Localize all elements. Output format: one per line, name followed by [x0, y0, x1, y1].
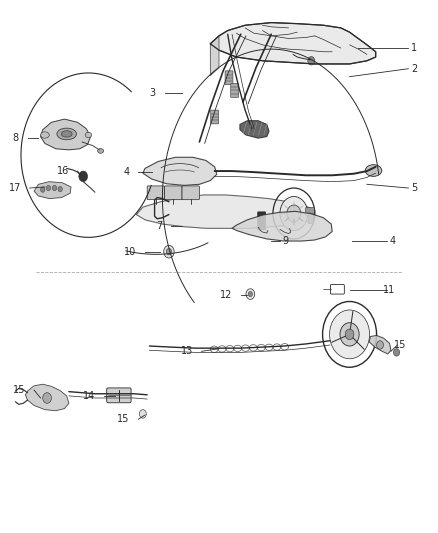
Circle shape — [246, 289, 254, 300]
Circle shape — [43, 393, 51, 403]
Circle shape — [345, 329, 354, 340]
FancyBboxPatch shape — [308, 214, 314, 223]
FancyBboxPatch shape — [107, 388, 131, 403]
Ellipse shape — [85, 132, 92, 138]
FancyBboxPatch shape — [306, 208, 314, 215]
Circle shape — [139, 410, 146, 418]
Text: 8: 8 — [13, 133, 19, 143]
Circle shape — [52, 185, 57, 191]
Circle shape — [46, 185, 50, 191]
Circle shape — [58, 187, 62, 192]
Text: 13: 13 — [180, 346, 193, 357]
Ellipse shape — [41, 132, 49, 138]
Text: 15: 15 — [13, 385, 25, 395]
Text: 12: 12 — [220, 290, 232, 300]
Circle shape — [248, 292, 253, 297]
Text: 4: 4 — [124, 167, 130, 177]
Polygon shape — [240, 120, 269, 138]
Circle shape — [308, 56, 315, 65]
Polygon shape — [210, 22, 376, 64]
Text: 11: 11 — [383, 285, 395, 295]
Circle shape — [164, 245, 174, 258]
FancyBboxPatch shape — [147, 186, 165, 200]
Circle shape — [393, 349, 399, 356]
Text: 16: 16 — [57, 166, 69, 176]
Text: 15: 15 — [394, 340, 406, 350]
Circle shape — [41, 187, 45, 192]
Text: 1: 1 — [411, 43, 417, 53]
Polygon shape — [34, 182, 71, 199]
Circle shape — [377, 341, 384, 349]
Text: 14: 14 — [83, 391, 95, 401]
FancyBboxPatch shape — [225, 71, 233, 85]
Text: 2: 2 — [411, 64, 417, 74]
Polygon shape — [25, 384, 69, 411]
Circle shape — [280, 197, 308, 230]
FancyBboxPatch shape — [165, 186, 182, 200]
Polygon shape — [369, 335, 391, 354]
FancyBboxPatch shape — [258, 212, 265, 230]
Text: 9: 9 — [283, 236, 289, 246]
Circle shape — [340, 322, 359, 346]
Text: 7: 7 — [156, 221, 162, 231]
FancyBboxPatch shape — [211, 110, 219, 124]
Ellipse shape — [61, 131, 72, 137]
Text: 5: 5 — [411, 183, 417, 193]
Polygon shape — [210, 36, 219, 76]
Circle shape — [79, 171, 88, 182]
Circle shape — [329, 310, 370, 359]
Text: 17: 17 — [9, 183, 21, 193]
Polygon shape — [143, 157, 217, 185]
Text: 15: 15 — [117, 414, 130, 424]
Text: 3: 3 — [150, 87, 156, 98]
Text: 4: 4 — [389, 236, 395, 246]
Text: 10: 10 — [124, 247, 136, 257]
Ellipse shape — [98, 149, 104, 154]
Polygon shape — [232, 212, 332, 241]
Polygon shape — [136, 195, 315, 228]
FancyBboxPatch shape — [182, 186, 199, 200]
FancyBboxPatch shape — [231, 84, 239, 98]
Ellipse shape — [57, 128, 77, 140]
Circle shape — [166, 248, 172, 255]
Ellipse shape — [365, 165, 382, 176]
Polygon shape — [41, 119, 91, 150]
Circle shape — [287, 205, 301, 222]
